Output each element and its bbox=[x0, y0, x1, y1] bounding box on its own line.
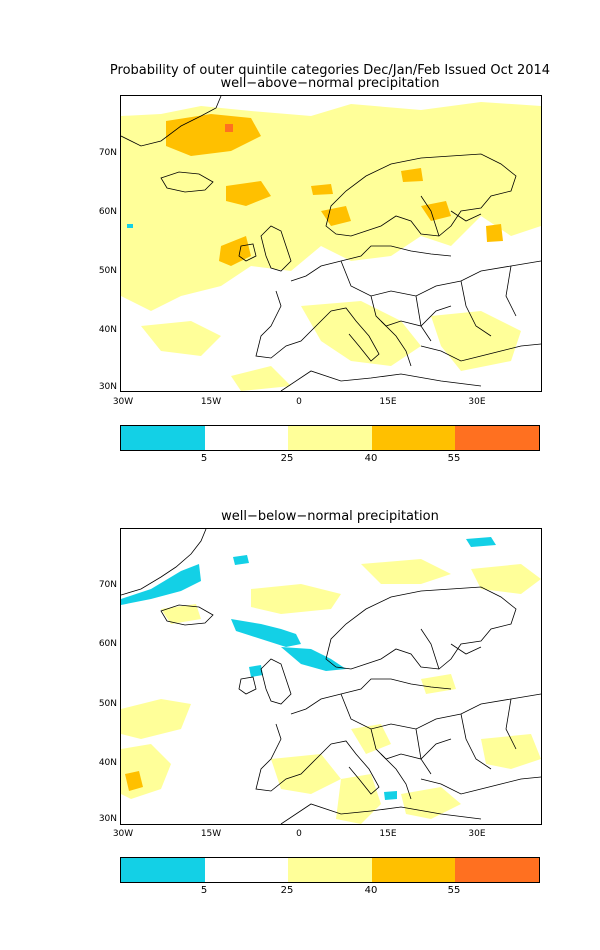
lon-label-30e: 30E bbox=[468, 829, 486, 839]
panel1-subtitle: well−above−normal precipitation bbox=[220, 76, 440, 91]
lon-label-30w: 30W bbox=[112, 829, 134, 839]
colorbar-seg-dark-orange bbox=[455, 426, 539, 450]
colorbar-tick-40: 40 bbox=[364, 453, 378, 464]
colorbar-tick-5: 5 bbox=[200, 453, 208, 464]
colorbar-seg-orange bbox=[372, 426, 455, 450]
colorbar-tick-55: 55 bbox=[447, 885, 461, 896]
coastlines bbox=[121, 96, 541, 391]
colorbar-seg-white bbox=[205, 858, 288, 882]
lon-label-30e: 30E bbox=[468, 397, 486, 407]
colorbar-seg-orange bbox=[372, 858, 455, 882]
field-orange bbox=[125, 771, 143, 791]
colorbar-above bbox=[120, 425, 540, 451]
colorbar-seg-dark-orange bbox=[455, 858, 539, 882]
colorbar-below bbox=[120, 857, 540, 883]
field-cyan bbox=[127, 224, 133, 228]
lat-label-50n: 50N bbox=[98, 266, 117, 276]
lat-label-30n: 30N bbox=[98, 382, 117, 392]
lon-label-0: 0 bbox=[296, 397, 302, 407]
map-below-svg bbox=[121, 529, 541, 824]
panel2-subtitle: well−below−normal precipitation bbox=[221, 509, 439, 524]
colorbar-seg-white bbox=[205, 426, 288, 450]
lat-label-50n: 50N bbox=[98, 699, 117, 709]
lon-label-15w: 15W bbox=[200, 829, 222, 839]
colorbar-tick-5: 5 bbox=[200, 885, 208, 896]
map-panel-above bbox=[120, 95, 542, 392]
map-panel-below bbox=[120, 528, 542, 825]
colorbar-tick-55: 55 bbox=[447, 453, 461, 464]
main-title: Probability of outer quintile categories… bbox=[109, 63, 551, 78]
lon-label-30w: 30W bbox=[112, 397, 134, 407]
map-above-svg bbox=[121, 96, 541, 391]
colorbar-seg-light-yellow bbox=[288, 426, 372, 450]
field-light-yellow bbox=[121, 559, 541, 824]
colorbar-tick-25: 25 bbox=[280, 453, 294, 464]
lat-label-30n: 30N bbox=[98, 814, 117, 824]
lat-label-70n: 70N bbox=[98, 580, 117, 590]
lat-label-70n: 70N bbox=[98, 148, 117, 158]
field-dark-orange bbox=[225, 124, 233, 132]
colorbar-tick-40: 40 bbox=[364, 885, 378, 896]
lat-label-40n: 40N bbox=[98, 325, 117, 335]
lat-label-40n: 40N bbox=[98, 758, 117, 768]
lon-label-15e: 15E bbox=[379, 829, 397, 839]
colorbar-tick-25: 25 bbox=[280, 885, 294, 896]
colorbar-seg-cyan bbox=[121, 426, 205, 450]
lat-label-60n: 60N bbox=[98, 639, 117, 649]
lat-label-60n: 60N bbox=[98, 207, 117, 217]
lon-label-15w: 15W bbox=[200, 397, 222, 407]
colorbar-seg-cyan bbox=[121, 858, 205, 882]
field-orange bbox=[166, 114, 503, 266]
field-cyan bbox=[121, 537, 496, 800]
lon-label-15e: 15E bbox=[379, 397, 397, 407]
colorbar-seg-light-yellow bbox=[288, 858, 372, 882]
coastlines bbox=[121, 529, 541, 824]
lon-label-0: 0 bbox=[296, 829, 302, 839]
